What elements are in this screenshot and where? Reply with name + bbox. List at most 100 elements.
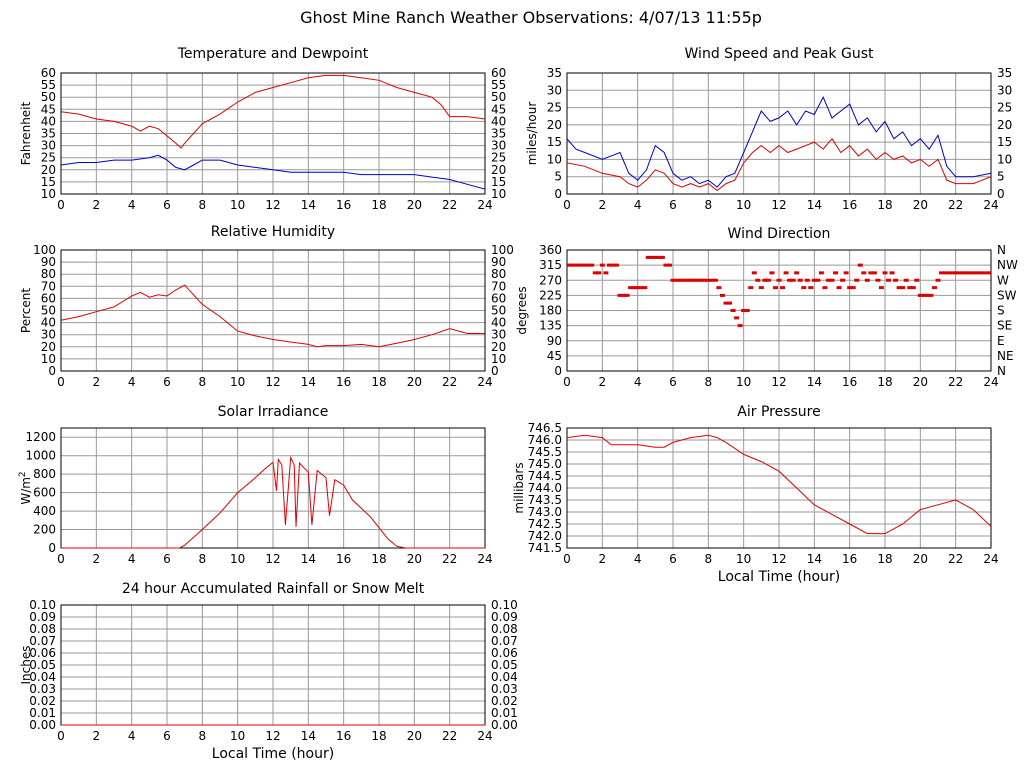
- humidity-plot-frame: [60, 249, 486, 372]
- direction-y-axis-label: degrees: [515, 286, 529, 334]
- humidity-title: Relative Humidity: [211, 224, 335, 240]
- direction-data-point: [727, 301, 733, 305]
- pressure-title: Air Pressure: [737, 404, 820, 420]
- direction-data-point: [910, 286, 916, 290]
- direction-data-point: [822, 286, 828, 290]
- direction-data-point: [956, 271, 962, 275]
- humidity-right-tick-label: 20: [491, 340, 506, 354]
- direction-data-point: [691, 278, 697, 282]
- direction-x-tick-label: 22: [948, 375, 963, 389]
- temp-x-tick-label: 0: [57, 198, 65, 212]
- direction-data-point: [776, 278, 782, 282]
- direction-data-point: [907, 286, 913, 290]
- direction-data-point: [949, 271, 955, 275]
- solar-y-tick-label: 1000: [25, 449, 56, 463]
- pressure-y-tick-label: 745.0: [528, 457, 562, 471]
- temp-x-tick-label: 4: [128, 198, 136, 212]
- wind-x-tick-label: 14: [807, 198, 822, 212]
- direction-plot-frame: [566, 249, 992, 372]
- direction-data-point: [677, 278, 683, 282]
- rain-y-tick-label: 0.09: [29, 610, 56, 624]
- direction-data-point: [794, 271, 800, 275]
- rain-x-tick-label: 8: [199, 729, 207, 743]
- direction-data-point: [734, 316, 740, 320]
- wind-series-line-0: [567, 96, 991, 188]
- rain-right-tick-label: 0.08: [491, 622, 518, 636]
- direction-data-point: [716, 286, 722, 290]
- direction-data-point: [688, 278, 694, 282]
- direction-y-tick-label: 225: [539, 288, 562, 302]
- wind-right-tick-label: 5: [997, 170, 1005, 184]
- direction-data-point: [613, 263, 619, 267]
- humidity-right-tick-label: 80: [491, 267, 506, 281]
- temp-right-tick-label: 35: [491, 127, 506, 141]
- direction-data-point: [748, 286, 754, 290]
- pressure-y-tick-label: 746.5: [528, 421, 562, 435]
- rain-right-tick-label: 0.01: [491, 706, 518, 720]
- direction-data-point: [981, 271, 987, 275]
- direction-right-tick-label: SE: [997, 319, 1012, 333]
- humidity-x-tick-label: 24: [477, 375, 492, 389]
- direction-x-tick-label: 24: [983, 375, 998, 389]
- direction-data-point: [914, 278, 920, 282]
- direction-data-point: [617, 293, 623, 297]
- direction-y-tick-label: 360: [539, 243, 562, 257]
- direction-data-point: [762, 278, 768, 282]
- humidity-x-tick-label: 8: [199, 375, 207, 389]
- humidity-y-tick-label: 10: [41, 352, 56, 366]
- direction-y-tick-label: 315: [539, 258, 562, 272]
- humidity-y-tick-label: 20: [41, 340, 56, 354]
- solar-y-axis-label-sup: 2: [18, 471, 28, 477]
- temp-right-tick-label: 55: [491, 78, 506, 92]
- direction-data-point: [939, 271, 945, 275]
- direction-data-point: [931, 286, 937, 290]
- direction-data-point: [903, 278, 909, 282]
- wind-right-tick-label: 20: [997, 118, 1012, 132]
- direction-data-point: [900, 286, 906, 290]
- solar-x-tick-label: 24: [477, 552, 492, 566]
- wind-x-tick-label: 10: [736, 198, 751, 212]
- rain-y-tick-label: 0.06: [29, 646, 56, 660]
- temp-y-tick-label: 25: [41, 151, 56, 165]
- wind-series-line-1: [567, 137, 991, 192]
- direction-right-tick-label: SW: [997, 288, 1017, 302]
- rain-x-tick-label: 16: [336, 729, 351, 743]
- direction-data-point: [811, 278, 817, 282]
- direction-data-point: [575, 263, 581, 267]
- direction-data-point: [765, 278, 771, 282]
- humidity-right-tick-label: 50: [491, 304, 506, 318]
- wind-title: Wind Speed and Peak Gust: [685, 46, 874, 62]
- pressure-y-axis-label: millibars: [512, 462, 526, 513]
- solar-plot-frame: [60, 427, 486, 549]
- solar-x-tick-label: 2: [93, 552, 101, 566]
- direction-data-point: [674, 278, 680, 282]
- rain-y-axis-label-text: Inches: [19, 646, 33, 685]
- direction-data-point: [744, 309, 750, 312]
- wind-y-tick-label: 20: [547, 118, 562, 132]
- rain-right-tick-label: 0.04: [491, 670, 518, 684]
- rain-right-tick-label: 0.00: [491, 718, 518, 732]
- direction-data-point: [818, 271, 824, 275]
- wind-right-tick-label: 15: [997, 135, 1012, 149]
- direction-data-point: [825, 278, 831, 282]
- wind-x-tick-label: 2: [599, 198, 607, 212]
- temp-y-tick-label: 40: [41, 114, 56, 128]
- temp-y-tick-label: 10: [41, 187, 56, 201]
- direction-data-point: [928, 293, 934, 297]
- direction-data-point: [642, 286, 648, 290]
- wind-y-tick-label: 5: [554, 170, 562, 184]
- wind-x-tick-label: 22: [948, 198, 963, 212]
- direction-data-point: [878, 286, 884, 290]
- direction-data-point: [946, 271, 952, 275]
- direction-x-tick-label: 18: [877, 375, 892, 389]
- page-title: Ghost Mine Ranch Weather Observations: 4…: [300, 8, 762, 27]
- temp-x-tick-label: 20: [407, 198, 422, 212]
- temp-x-tick-label: 2: [93, 198, 101, 212]
- humidity-series-line-0: [61, 284, 485, 348]
- direction-x-tick-label: 14: [807, 375, 822, 389]
- humidity-x-tick-label: 0: [57, 375, 65, 389]
- rain-y-tick-label: 0.03: [29, 682, 56, 696]
